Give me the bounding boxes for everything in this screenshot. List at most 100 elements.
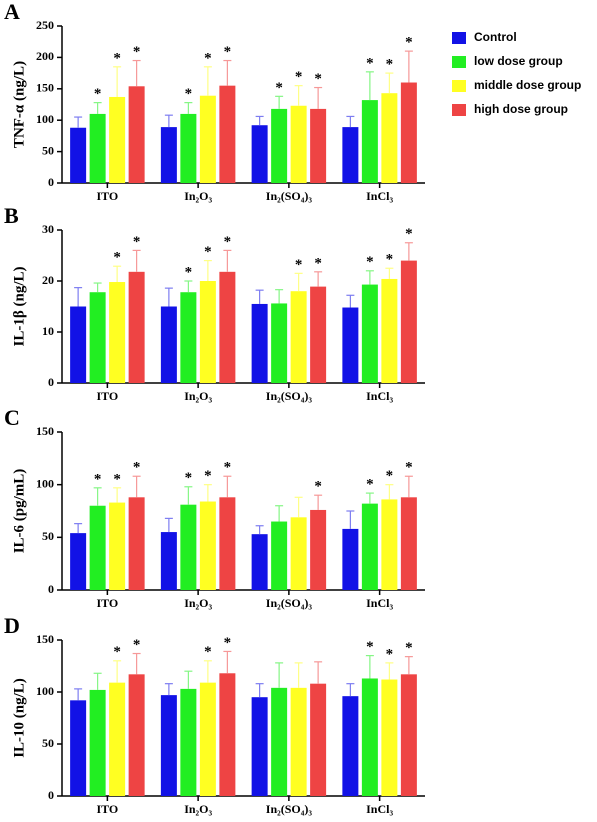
significance-mark: * — [314, 479, 322, 495]
panel-label: A — [4, 0, 20, 24]
bar — [109, 682, 126, 796]
bar — [219, 673, 236, 796]
significance-mark: * — [185, 470, 193, 486]
significance-mark: * — [224, 44, 232, 60]
legend-label: middle dose group — [474, 78, 581, 92]
x-tick-label: InCl₃ — [366, 389, 393, 403]
x-tick-label: In₂O₃ — [184, 596, 212, 610]
y-tick-label: 0 — [48, 175, 54, 189]
significance-mark: * — [204, 644, 212, 660]
significance-mark: * — [113, 50, 121, 66]
error-bar — [255, 683, 264, 698]
bar — [271, 687, 288, 796]
error-bar — [314, 494, 323, 510]
error-bar — [294, 496, 303, 518]
bar — [160, 695, 177, 796]
bar — [199, 95, 216, 183]
x-tick-label: In₂(SO₄)₃ — [266, 802, 313, 816]
bar — [70, 127, 87, 183]
bar — [160, 306, 177, 383]
bar — [271, 303, 288, 383]
error-bar — [132, 249, 141, 272]
significance-mark: * — [275, 80, 283, 96]
bar — [361, 678, 378, 796]
error-bar — [132, 475, 141, 498]
y-tick-label: 20 — [42, 273, 54, 287]
error-bar — [223, 650, 232, 674]
significance-mark: * — [204, 468, 212, 484]
error-bar — [385, 662, 394, 680]
error-bar — [404, 475, 413, 498]
significance-mark: * — [314, 255, 322, 271]
bar — [109, 502, 126, 590]
bar — [89, 113, 106, 183]
y-tick-label: 50 — [42, 529, 54, 543]
bar — [251, 697, 268, 796]
y-tick-label: 150 — [36, 424, 54, 438]
bar — [199, 501, 216, 590]
bar — [128, 497, 145, 590]
panel-label: D — [4, 613, 20, 638]
error-bar — [74, 116, 83, 128]
bar — [180, 292, 197, 383]
error-bar — [294, 272, 303, 292]
legend-swatch — [452, 32, 466, 44]
error-bar — [275, 289, 284, 304]
error-bar — [404, 50, 413, 83]
bar — [160, 127, 177, 183]
significance-mark: * — [366, 55, 374, 71]
y-axis-label: IL-1β (ng/L) — [11, 267, 27, 347]
legend-label: high dose group — [474, 102, 568, 116]
bar — [400, 82, 417, 183]
error-bar — [223, 475, 232, 498]
significance-mark: * — [405, 640, 413, 656]
error-bar — [385, 72, 394, 94]
error-bar — [255, 115, 264, 126]
bar — [109, 282, 126, 383]
bar — [89, 292, 106, 383]
x-tick-label: In₂O₃ — [184, 802, 212, 816]
y-tick-label: 10 — [42, 324, 54, 338]
error-bar — [184, 280, 193, 293]
error-bar — [203, 660, 212, 683]
bar — [70, 533, 87, 590]
error-bar — [314, 661, 323, 684]
error-bar — [404, 242, 413, 261]
y-axis-label: IL-10 (ng/L) — [11, 678, 27, 758]
error-bar — [113, 66, 122, 97]
bar — [251, 303, 268, 383]
error-bar — [164, 287, 173, 307]
bar — [361, 503, 378, 590]
error-bar — [385, 267, 394, 279]
bar — [271, 108, 288, 183]
y-tick-label: 0 — [48, 582, 54, 596]
y-tick-label: 150 — [36, 81, 54, 95]
y-axis-label: IL-6 (pg/mL) — [11, 469, 27, 554]
error-bar — [164, 683, 173, 696]
bar — [381, 679, 398, 796]
significance-mark: * — [204, 244, 212, 260]
x-tick-label: In₂(SO₄)₃ — [266, 389, 313, 403]
bar — [361, 284, 378, 383]
significance-mark: * — [224, 234, 232, 250]
bar — [219, 497, 236, 590]
significance-mark: * — [133, 44, 141, 60]
bar — [160, 532, 177, 590]
panel-label: C — [4, 405, 20, 430]
error-bar — [385, 484, 394, 500]
bar — [310, 509, 327, 590]
bar — [128, 271, 145, 383]
error-bar — [365, 270, 374, 285]
error-bar — [346, 510, 355, 529]
bar — [290, 687, 307, 796]
significance-mark: * — [366, 254, 374, 270]
y-tick-label: 250 — [36, 18, 54, 32]
x-tick-label: ITO — [96, 802, 118, 816]
significance-mark: * — [405, 226, 413, 242]
bar — [180, 113, 197, 183]
significance-mark: * — [185, 86, 193, 102]
significance-mark: * — [224, 460, 232, 476]
x-tick-label: In₂(SO₄)₃ — [266, 189, 313, 203]
bar — [70, 700, 87, 796]
